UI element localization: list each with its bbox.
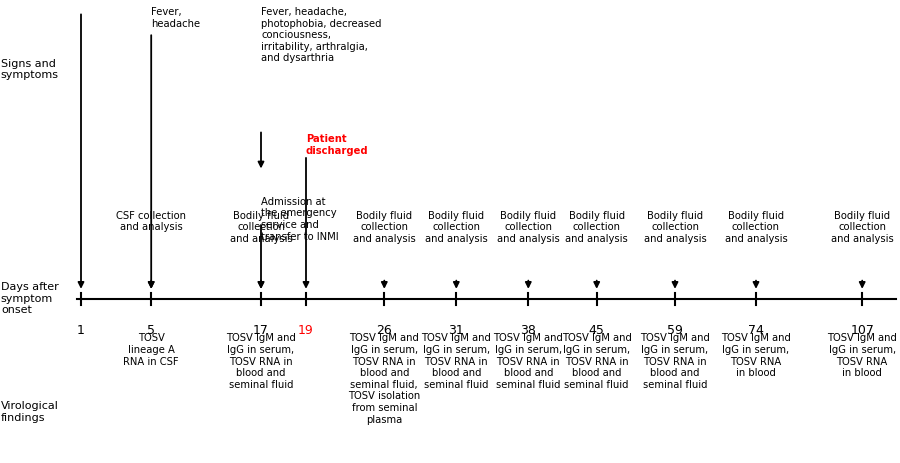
Text: Patient
discharged: Patient discharged	[306, 134, 369, 156]
Text: CSF collection
and analysis: CSF collection and analysis	[116, 211, 186, 232]
Text: Days after
symptom
onset: Days after symptom onset	[1, 282, 58, 315]
Text: TOSV IgM and
IgG in serum,
TOSV RNA in
blood and
seminal fluid: TOSV IgM and IgG in serum, TOSV RNA in b…	[640, 333, 710, 390]
Text: Bodily fluid
collection
and analysis: Bodily fluid collection and analysis	[565, 211, 628, 244]
Text: 26: 26	[376, 324, 392, 337]
Text: 45: 45	[589, 324, 605, 337]
Text: TOSV
lineage A
RNA in CSF: TOSV lineage A RNA in CSF	[123, 333, 179, 367]
Text: 74: 74	[748, 324, 764, 337]
Text: TOSV IgM and
IgG in serum,
TOSV RNA
in blood: TOSV IgM and IgG in serum, TOSV RNA in b…	[721, 333, 791, 378]
Text: 5: 5	[148, 324, 155, 337]
Text: TOSV IgM and
IgG in serum,
TOSV RNA in
blood and
seminal fluid: TOSV IgM and IgG in serum, TOSV RNA in b…	[421, 333, 491, 390]
Text: 1: 1	[77, 324, 85, 337]
Text: Bodily fluid
collection
and analysis: Bodily fluid collection and analysis	[353, 211, 416, 244]
Text: 31: 31	[448, 324, 464, 337]
Text: Bodily fluid
collection
and analysis: Bodily fluid collection and analysis	[831, 211, 894, 244]
Text: 107: 107	[850, 324, 874, 337]
Text: Bodily fluid
collection
and analysis: Bodily fluid collection and analysis	[497, 211, 560, 244]
Text: Bodily fluid
collection
and analysis: Bodily fluid collection and analysis	[644, 211, 706, 244]
Text: Fever, headache,
photophobia, decreased
conciousness,
irritability, arthralgia,
: Fever, headache, photophobia, decreased …	[261, 7, 382, 63]
Text: Bodily fluid
collection
and analysis: Bodily fluid collection and analysis	[230, 211, 292, 244]
Text: 59: 59	[667, 324, 683, 337]
Text: Fever,
headache: Fever, headache	[151, 7, 201, 29]
Text: TOSV IgM and
IgG in serum,
TOSV RNA in
blood and
seminal fluid: TOSV IgM and IgG in serum, TOSV RNA in b…	[493, 333, 563, 390]
Text: Bodily fluid
collection
and analysis: Bodily fluid collection and analysis	[724, 211, 788, 244]
Text: Virological
findings: Virological findings	[1, 401, 58, 423]
Text: Admission at
the emergency
service and
transfer to INMI: Admission at the emergency service and t…	[261, 197, 338, 242]
Text: 19: 19	[298, 324, 314, 337]
Text: TOSV IgM and
IgG in serum,
TOSV RNA in
blood and
seminal fluid: TOSV IgM and IgG in serum, TOSV RNA in b…	[562, 333, 632, 390]
Text: TOSV IgM and
IgG in serum,
TOSV RNA in
blood and
seminal fluid: TOSV IgM and IgG in serum, TOSV RNA in b…	[226, 333, 296, 390]
Text: 17: 17	[253, 324, 269, 337]
Text: TOSV IgM and
IgG in serum,
TOSV RNA
in blood: TOSV IgM and IgG in serum, TOSV RNA in b…	[827, 333, 897, 378]
Text: Bodily fluid
collection
and analysis: Bodily fluid collection and analysis	[425, 211, 488, 244]
Text: Signs and
symptoms: Signs and symptoms	[1, 59, 58, 80]
Text: TOSV IgM and
IgG in serum,
TOSV RNA in
blood and
seminal fluid,
TOSV isolation
f: TOSV IgM and IgG in serum, TOSV RNA in b…	[348, 333, 420, 425]
Text: 38: 38	[520, 324, 536, 337]
